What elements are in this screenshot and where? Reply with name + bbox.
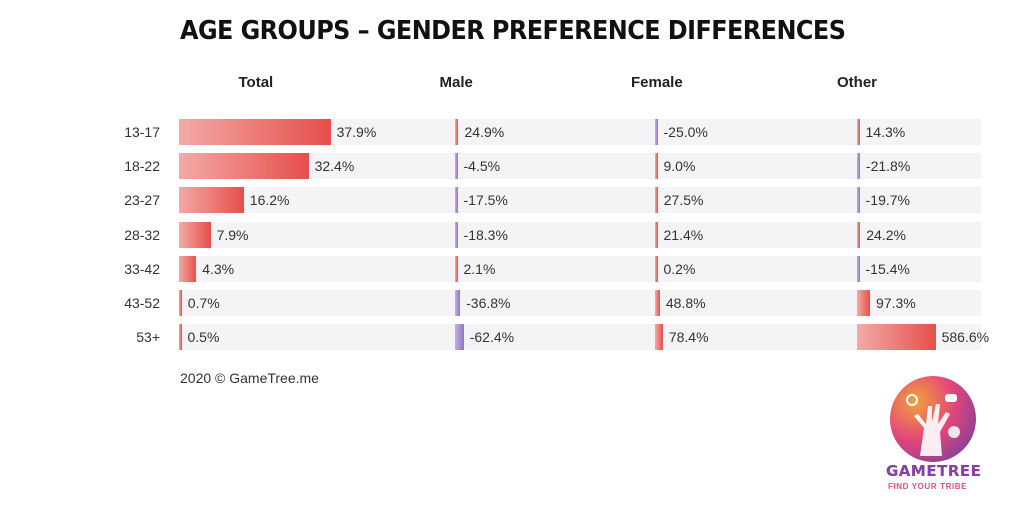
bar-other (857, 119, 860, 145)
bar-female (655, 119, 658, 145)
age-group-label: 13-17 (124, 124, 160, 140)
bar-total (179, 119, 331, 145)
bar-total (179, 221, 211, 248)
bar-total (179, 255, 197, 282)
bar-total (179, 324, 182, 351)
bar-track (455, 290, 655, 316)
bar-track (857, 255, 981, 282)
bar-female (655, 153, 658, 180)
bar-track (179, 221, 455, 248)
value-label-male: -36.8% (466, 295, 511, 311)
bar-track (455, 221, 655, 248)
bar-other (857, 255, 860, 282)
column-header-total: Total (238, 74, 274, 91)
bar-track (655, 187, 857, 214)
bar-other (857, 290, 871, 316)
bar-track (455, 153, 655, 180)
age-group-label: 28-32 (124, 226, 160, 243)
value-label-total: 32.4% (314, 158, 355, 175)
column-header-other: Other (837, 74, 878, 91)
value-label-female: 27.5% (663, 192, 704, 209)
bar-total (179, 153, 309, 180)
bar-track (655, 153, 857, 180)
bar-track (655, 255, 857, 282)
bar-track (857, 119, 981, 145)
value-label-female: 9.0% (663, 158, 696, 175)
value-label-other: -15.4% (865, 260, 910, 277)
bar-other (857, 153, 860, 180)
age-group-label: 18-22 (124, 158, 160, 175)
age-group-label: 23-27 (124, 192, 160, 209)
age-group-label: 53+ (136, 329, 160, 346)
bar-male (455, 221, 458, 248)
bar-total (179, 187, 244, 214)
bar-male (455, 255, 458, 282)
value-label-female: 21.4% (663, 226, 704, 243)
value-label-total: 7.9% (216, 226, 249, 243)
bar-other (857, 221, 861, 248)
bar-male (455, 324, 464, 351)
bar-track (655, 324, 857, 351)
bar-female (655, 324, 663, 351)
value-label-total: 0.5% (187, 329, 220, 346)
value-label-other: 14.3% (865, 124, 906, 140)
bar-track (179, 255, 455, 282)
bar-other (857, 187, 860, 214)
bar-total (179, 290, 182, 316)
value-label-total: 0.7% (187, 295, 220, 311)
value-label-other: -19.7% (865, 192, 910, 209)
bar-track (857, 153, 981, 180)
bar-track (455, 187, 655, 214)
bar-track (655, 119, 857, 145)
logo-tagline: FIND YOUR TRIBE (888, 482, 968, 491)
value-label-male: -4.5% (463, 158, 501, 175)
bar-track (179, 290, 455, 316)
value-label-total: 37.9% (336, 124, 377, 140)
value-label-other: 24.2% (866, 226, 906, 243)
value-label-total: 4.3% (202, 260, 235, 277)
copyright-footer: 2020 © GameTree.me (180, 370, 319, 386)
bar-male (455, 153, 458, 180)
bar-track (857, 187, 981, 214)
value-label-male: -18.3% (463, 226, 508, 243)
bar-male (455, 187, 458, 214)
value-label-male: -62.4% (469, 329, 515, 346)
value-label-female: 78.4% (668, 329, 709, 346)
bar-track (655, 290, 857, 316)
value-label-female: 48.8% (665, 295, 706, 311)
value-label-other: -21.8% (865, 158, 911, 175)
bar-track (455, 255, 655, 282)
value-label-other: 586.6% (941, 329, 990, 346)
bar-track (179, 324, 455, 351)
value-label-male: -17.5% (463, 192, 508, 209)
bar-track (455, 324, 655, 351)
value-label-total: 16.2% (249, 192, 290, 209)
value-label-other: 97.3% (876, 295, 916, 311)
logo-emblem-icon (890, 376, 976, 462)
bar-male (455, 290, 461, 316)
bar-track (857, 221, 981, 248)
column-header-male: Male (439, 74, 473, 91)
value-label-female: -25.0% (663, 124, 708, 140)
bar-female (655, 255, 658, 282)
value-label-female: 0.2% (663, 260, 696, 277)
bar-female (655, 221, 658, 248)
chart-title: AGE GROUPS – GENDER PREFERENCE DIFFERENC… (180, 16, 846, 46)
value-label-male: 2.1% (463, 260, 496, 277)
age-group-label: 33-42 (124, 260, 160, 277)
age-group-label: 43-52 (124, 295, 160, 311)
bar-track (455, 119, 655, 145)
value-label-male: 24.9% (464, 124, 505, 140)
bar-female (655, 187, 658, 214)
bar-track (655, 221, 857, 248)
column-header-female: Female (631, 74, 683, 91)
bar-other (857, 324, 936, 351)
bar-male (455, 119, 459, 145)
bar-track (857, 290, 981, 316)
gametree-logo: GAMETREE FIND YOUR TRIBE (884, 376, 984, 496)
bar-female (655, 290, 660, 316)
logo-wordmark: GAMETREE (886, 462, 982, 480)
